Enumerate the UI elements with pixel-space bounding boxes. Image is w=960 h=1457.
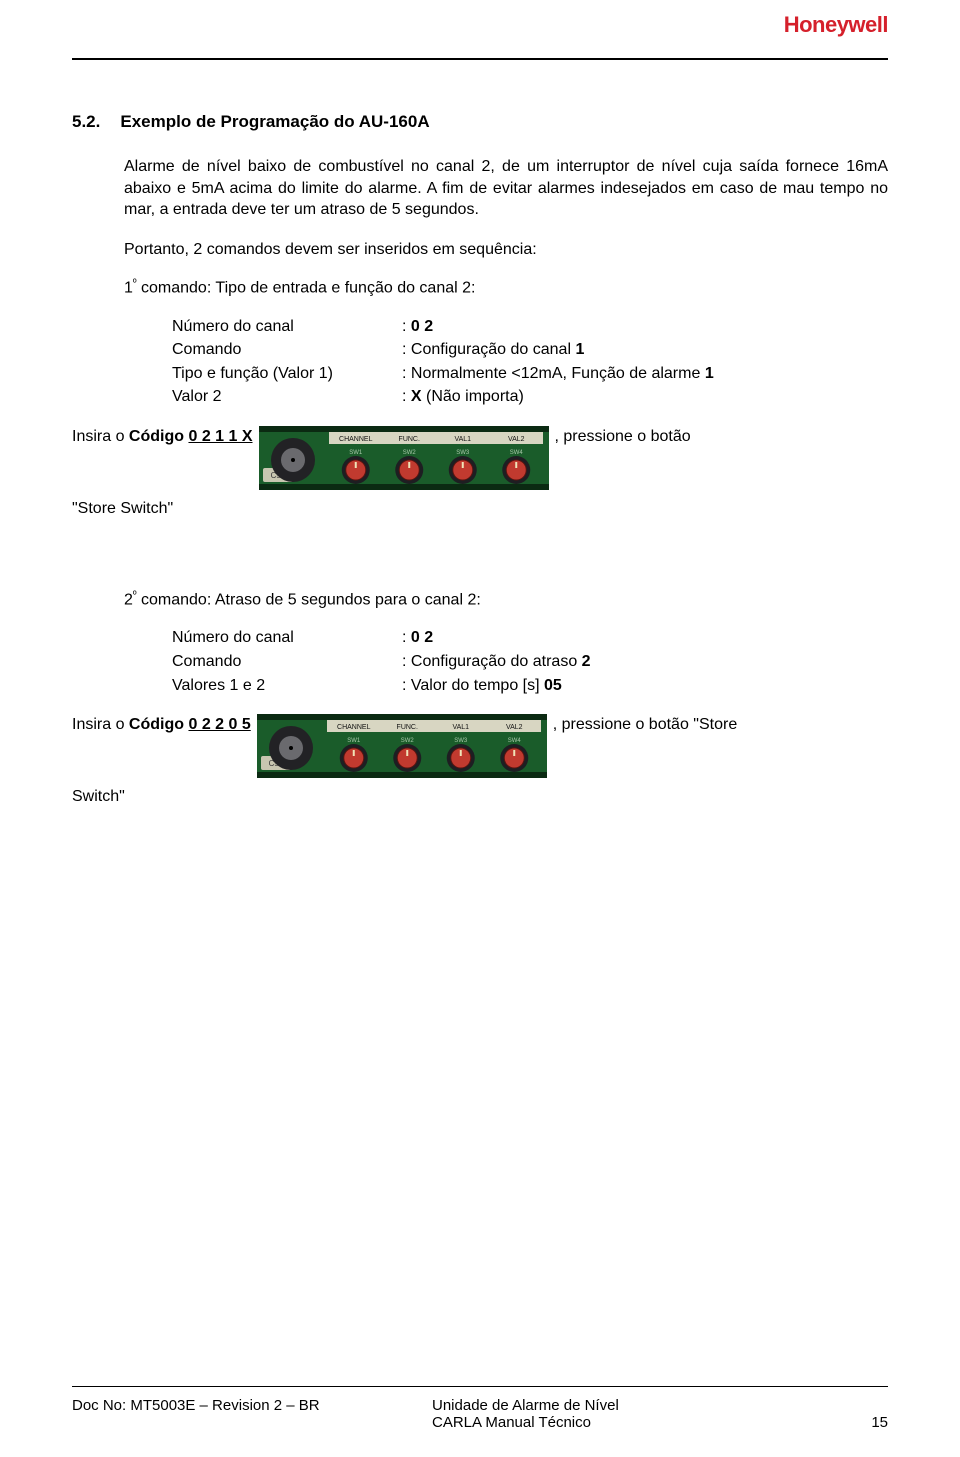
row-label: Valores 1 e 2: [172, 675, 402, 697]
row-label: Comando: [172, 651, 402, 673]
cmd1-insert-suffix: , pressione o botão: [555, 426, 691, 448]
cmd1-text: comando: Tipo de entrada e função do can…: [137, 280, 476, 297]
table-row: Comando: Configuração do canal 1: [172, 339, 888, 361]
svg-text:FUNC.: FUNC.: [396, 724, 417, 731]
table-row: Número do canal: 0 2: [172, 627, 888, 649]
row-label: Número do canal: [172, 627, 402, 649]
cmd1-insert-line2: "Store Switch": [72, 500, 888, 518]
row-label: Tipo e função (Valor 1): [172, 363, 402, 385]
cmd2-insert-b: Código: [129, 716, 189, 733]
brand-logo: Honeywell: [784, 12, 888, 38]
content-area: 5.2. Exemplo de Programação do AU-160A Al…: [72, 60, 888, 806]
svg-text:SW4: SW4: [509, 450, 523, 456]
row-label: Valor 2: [172, 386, 402, 408]
cmd2-num: 2: [124, 591, 133, 608]
svg-text:SW3: SW3: [454, 738, 468, 744]
table-row: Valor 2: X (Não importa): [172, 386, 888, 408]
footer-title1: Unidade de Alarme de Nível: [432, 1397, 828, 1414]
row-label: Número do canal: [172, 316, 402, 338]
row-value: : 0 2: [402, 316, 433, 338]
row-value: : Configuração do canal 1: [402, 339, 584, 361]
svg-text:SW2: SW2: [400, 738, 414, 744]
pcb-image-1: C51CHANNELFUNC.VAL1VAL2SW1SW2SW3SW4: [259, 426, 549, 490]
svg-text:SW4: SW4: [507, 738, 521, 744]
command2-table: Número do canal: 0 2Comando: Configuraçã…: [172, 627, 888, 696]
table-row: Valores 1 e 2: Valor do tempo [s] 05: [172, 675, 888, 697]
svg-text:SW1: SW1: [347, 738, 361, 744]
table-row: Número do canal: 0 2: [172, 316, 888, 338]
svg-text:VAL2: VAL2: [507, 436, 524, 443]
row-value: : Normalmente <12mA, Função de alarme 1: [402, 363, 714, 385]
svg-text:SW3: SW3: [456, 450, 470, 456]
cmd2-insert-code: 0 2 2 0 5: [188, 716, 250, 733]
svg-text:VAL1: VAL1: [454, 436, 471, 443]
paragraph-intro: Alarme de nível baixo de combustível no …: [124, 156, 888, 221]
svg-text:VAL2: VAL2: [506, 724, 523, 731]
page-footer: Doc No: MT5003E – Revision 2 – BR Unidad…: [72, 1386, 888, 1431]
row-value: : Configuração do atraso 2: [402, 651, 591, 673]
footer-title2: CARLA Manual Técnico: [432, 1414, 828, 1431]
command2-heading: 2º comando: Atraso de 5 segundos para o …: [124, 590, 888, 609]
table-row: Comando: Configuração do atraso 2: [172, 651, 888, 673]
cmd1-insert-pre: Insira o: [72, 428, 129, 445]
cmd1-insert-code: 0 2 1 1 X: [188, 428, 252, 445]
row-label: Comando: [172, 339, 402, 361]
footer-page: 15: [828, 1414, 888, 1431]
footer-docno: Doc No: MT5003E – Revision 2 – BR: [72, 1397, 432, 1431]
svg-text:FUNC.: FUNC.: [398, 436, 419, 443]
section-number: 5.2.: [72, 112, 100, 131]
command1-insert-line: Insira o Código 0 2 1 1 X C51CHANNELFUNC…: [72, 426, 888, 490]
svg-text:SW1: SW1: [349, 450, 363, 456]
cmd1-num: 1: [124, 280, 133, 297]
cmd1-insert-b: Código: [129, 428, 189, 445]
command2-insert-line: Insira o Código 0 2 2 0 5 C51CHANNELFUNC…: [72, 714, 888, 778]
command1-table: Número do canal: 0 2Comando: Configuraçã…: [172, 316, 888, 408]
command1-heading: 1º comando: Tipo de entrada e função do …: [124, 278, 888, 297]
svg-text:CHANNEL: CHANNEL: [337, 724, 371, 731]
svg-text:CHANNEL: CHANNEL: [339, 436, 373, 443]
cmd2-text: comando: Atraso de 5 segundos para o can…: [137, 591, 481, 608]
row-value: : Valor do tempo [s] 05: [402, 675, 562, 697]
page-header: Honeywell: [72, 0, 888, 56]
cmd2-insert-suffix: , pressione o botão "Store: [553, 714, 737, 736]
table-row: Tipo e função (Valor 1): Normalmente <12…: [172, 363, 888, 385]
paragraph-sequence: Portanto, 2 comandos devem ser inseridos…: [124, 239, 888, 261]
cmd2-insert-line2: Switch": [72, 788, 888, 806]
cmd2-insert-pre: Insira o: [72, 716, 129, 733]
pcb-image-2: C51CHANNELFUNC.VAL1VAL2SW1SW2SW3SW4: [257, 714, 547, 778]
section-title: Exemplo de Programação do AU-160A: [120, 112, 429, 131]
row-value: : 0 2: [402, 627, 433, 649]
svg-text:VAL1: VAL1: [452, 724, 469, 731]
footer-rule: [72, 1386, 888, 1387]
row-value: : X (Não importa): [402, 386, 524, 408]
svg-text:SW2: SW2: [402, 450, 416, 456]
section-heading: 5.2. Exemplo de Programação do AU-160A: [72, 112, 888, 132]
